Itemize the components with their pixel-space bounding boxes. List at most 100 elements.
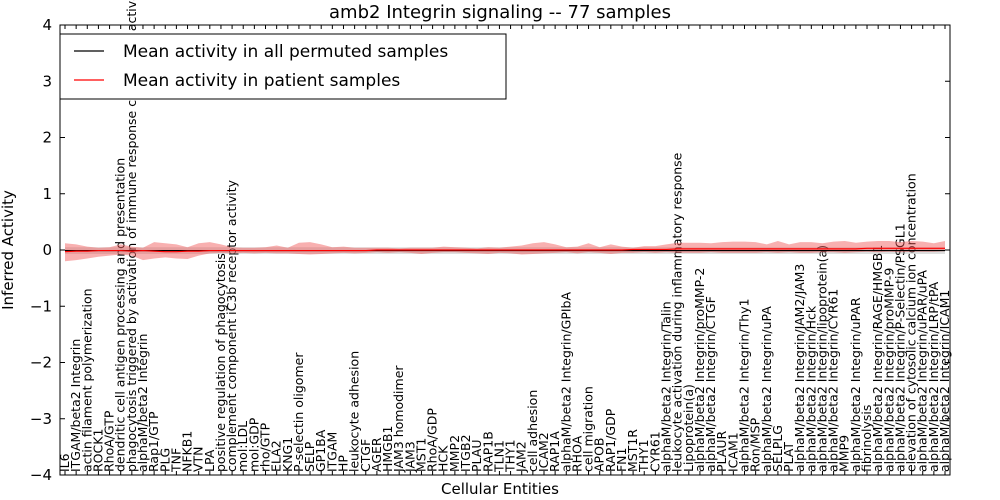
x-tick-label: RHOA xyxy=(569,435,584,472)
legend-box xyxy=(59,33,507,100)
y-tick-labels: −4 −3 −2 −1 0 1 2 3 4 xyxy=(30,16,52,484)
legend: Mean activity in all permuted samples Me… xyxy=(59,33,507,100)
x-tick-label: JAM3 xyxy=(402,441,417,473)
x-tick-label: FN1 xyxy=(614,448,629,473)
x-tick-label: PLAUR xyxy=(714,431,729,472)
x-tick-label: alphaM/beta2 Integrin/Talin xyxy=(659,301,674,472)
x-tick-label: RAP1A xyxy=(547,431,562,472)
y-tick-label: 0 xyxy=(42,241,52,259)
x-tick-label: RAP1B xyxy=(480,431,495,472)
x-tick-label: alphaM/beta2 Integrin/P-Selectin/PSGL1 xyxy=(892,223,907,472)
x-tick-label: mol:GDP xyxy=(246,417,261,472)
x-tick-label: ICAM1 xyxy=(725,432,740,472)
x-tick-label: KNG1 xyxy=(280,437,295,472)
x-tick-label: IL6 xyxy=(57,453,72,472)
x-tick-label: P-selectin oligomer xyxy=(291,352,306,472)
x-tick-label: RhoA/GTP xyxy=(102,410,117,472)
legend-patient-label: Mean activity in patient samples xyxy=(123,71,400,91)
x-tick-label: phagocytosis triggered by activation of … xyxy=(124,0,139,472)
x-tick-label: NFKB1 xyxy=(180,431,195,472)
x-tick-label: alphaM/beta2 Integrin/uPAR xyxy=(848,297,863,472)
x-tick-label: alphaM/beta2 Integrin/lipoprotein(a) xyxy=(814,245,829,472)
x-tick-label: complement component iC3b receptor activ… xyxy=(224,179,239,472)
x-tick-label: MST1R xyxy=(625,429,640,472)
x-tick-label: THY1 xyxy=(503,439,518,473)
x-tick-label: SELP xyxy=(302,441,317,472)
series-lines xyxy=(64,247,945,253)
x-tick-label: PLAT xyxy=(781,442,796,472)
x-tick-label: alphaM/beta2 Integrin xyxy=(135,334,150,472)
x-tick-label: alphaM/beta2 Integrin/Thy1 xyxy=(736,298,751,472)
x-tick-label: MMP9 xyxy=(837,435,852,472)
x-tick-label: alphaM/beta2 Integrin/Hck xyxy=(803,305,818,472)
x-tick-label: JAM2 xyxy=(514,441,529,473)
y-tick-label: −2 xyxy=(30,354,52,372)
x-tick-label: HCK xyxy=(436,445,451,472)
plot-frame xyxy=(59,24,951,476)
x-tick-label: MST1 xyxy=(413,438,428,472)
x-tick-label: ELA2 xyxy=(269,440,284,472)
x-tick-label: alphaM/beta2 Integrin/RAGE/HMGB1 xyxy=(870,245,885,472)
x-tick-label: alphaM/beta2 Integrin/JAM2/JAM3 xyxy=(792,264,807,472)
x-tick-label: THY1 xyxy=(636,439,651,473)
x-tick-label: rho/GTP xyxy=(258,422,273,472)
x-tick-label: CTGF xyxy=(358,439,373,472)
x-tick-label: MMP2 xyxy=(447,435,462,472)
x-tick-label: AGER xyxy=(369,437,384,472)
x-tick-label: positive regulation of phagocytosis xyxy=(213,253,228,472)
y-tick-label: −4 xyxy=(30,466,52,484)
x-tick-label: GP1BA xyxy=(313,429,328,472)
y-tick-label: 3 xyxy=(42,72,52,90)
x-tick-label: leukocyte adhesion xyxy=(347,351,362,472)
x-tick-label: alphaM/beta2 Integrin/LRP/tPA xyxy=(926,281,941,472)
x-tick-label: ITGAM xyxy=(324,432,339,472)
chart-title: amb2 Integrin signaling -- 77 samples xyxy=(329,2,671,23)
x-tick-label: PLAU xyxy=(469,440,484,472)
x-tick-label: TNF xyxy=(168,448,183,473)
x-tick-label: CYR61 xyxy=(647,431,662,472)
x-tick-label: dendritic cell antigen processing and pr… xyxy=(113,158,128,472)
x-tick-label: TLN1 xyxy=(491,440,506,473)
x-tick-label: alphaM/beta2 Integrin/proMMP-9 xyxy=(881,268,896,472)
x-tick-label: alphaM/beta2 Integrin/GPIbA xyxy=(558,292,573,472)
x-tick-label: HP xyxy=(335,455,350,472)
x-tick-label: PLG xyxy=(157,448,172,472)
x-tick-label: Lipoprotein(a) xyxy=(681,384,696,472)
x-tick-label: ITGAM/beta2 Integrin xyxy=(68,339,83,472)
x-tick-label: Rap1/GTP xyxy=(146,411,161,472)
x-tick-label: alphaM/beta2 Integrin/proMMP-2 xyxy=(692,268,707,472)
y-axis-label: Inferred Activity xyxy=(0,190,17,310)
x-tick-label: alphaM/beta2 Integrin/uPAR/uPA xyxy=(915,270,930,472)
y-tick-label: −1 xyxy=(30,297,52,315)
y-tick-label: 4 xyxy=(42,16,52,34)
x-tick-label: cell migration xyxy=(581,386,596,472)
x-tick-label: ROCK1 xyxy=(90,429,105,472)
x-tick-label: mol:LDL xyxy=(235,421,250,472)
x-tick-label: RhoA/GDP xyxy=(425,408,440,472)
y-tick-label: 1 xyxy=(42,185,52,203)
x-tick-label: alphaM/beta2 Integrin/CTGF xyxy=(703,296,718,472)
x-tick-label: ICAM2 xyxy=(536,432,551,472)
x-tick-label: fibrinolysis xyxy=(859,405,874,472)
x-tick-label: APOB xyxy=(592,437,607,472)
x-tick-label: VTN xyxy=(191,446,206,472)
x-tick-label: Ron/MSP xyxy=(748,417,763,472)
x-tick-label: alphaM/beta2 Integrin/ICAM1 xyxy=(937,290,952,472)
x-tick-label: HMGB1 xyxy=(380,426,395,472)
x-tick-label: alphaM/beta2 Integrin/uPA xyxy=(759,306,774,472)
y-tick-label: −3 xyxy=(30,410,52,428)
y-tick-label: 2 xyxy=(42,129,52,147)
legend-permuted-label: Mean activity in all permuted samples xyxy=(123,42,448,62)
x-tick-label: leukocyte activation during inflammatory… xyxy=(670,152,685,472)
line-patient xyxy=(64,247,945,253)
x-tick-label: RAP1/GDP xyxy=(603,408,618,472)
x-tick-label: actin filament polymerization xyxy=(79,288,94,472)
x-tick-label: SELPLG xyxy=(770,425,785,472)
x-tick-label: cell adhesion xyxy=(525,390,540,472)
x-tick-label: LPA xyxy=(202,449,217,472)
x-tick-label: JAM3 homodimer xyxy=(391,365,406,473)
x-axis-label: Cellular Entities xyxy=(441,480,559,498)
x-tick-label: alphaM/beta2 Integrin/CYR61 xyxy=(826,289,841,472)
